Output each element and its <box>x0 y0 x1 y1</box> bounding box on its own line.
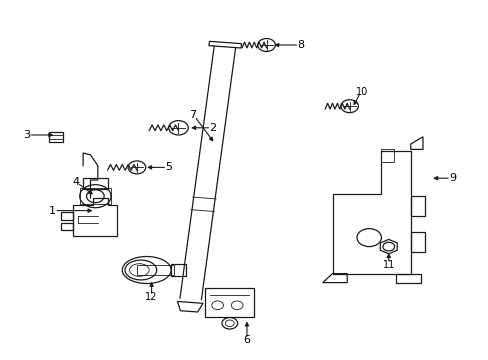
Bar <box>205 288 254 317</box>
Bar <box>49 132 63 142</box>
Bar <box>61 212 73 220</box>
Bar <box>171 264 185 276</box>
Bar <box>61 223 73 230</box>
Text: 5: 5 <box>165 162 172 172</box>
Text: 12: 12 <box>145 292 158 302</box>
Text: 8: 8 <box>297 40 304 50</box>
Bar <box>83 178 107 189</box>
Bar <box>80 188 111 204</box>
Bar <box>410 232 425 252</box>
Text: 1: 1 <box>49 206 56 216</box>
Text: 11: 11 <box>382 260 394 270</box>
Text: 10: 10 <box>355 87 367 97</box>
Text: 2: 2 <box>209 123 216 133</box>
Text: 6: 6 <box>243 335 250 345</box>
Text: 3: 3 <box>23 130 30 140</box>
Text: 9: 9 <box>448 173 455 183</box>
Bar <box>381 149 393 162</box>
Text: 7: 7 <box>189 110 196 120</box>
Bar <box>137 265 173 275</box>
Bar <box>410 196 425 216</box>
Text: 4: 4 <box>72 177 79 187</box>
